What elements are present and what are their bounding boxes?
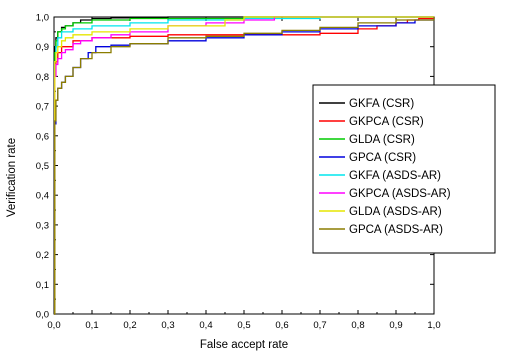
series-line-6 [54,16,434,315]
series-group [54,16,435,315]
x-tick-label: 0,9 [389,320,402,331]
series-line-7 [54,17,435,315]
x-tick-label: 0,8 [351,320,364,331]
x-tick-label: 0,0 [47,320,60,331]
x-tick-label: 0,5 [237,320,250,331]
x-tick-label: 0,2 [123,320,136,331]
x-tick-label: 0,4 [199,320,212,331]
y-tick-label: 0,5 [36,161,49,172]
y-tick-label: 0,1 [36,280,49,291]
y-tick-label: 0,9 [36,42,49,53]
y-tick-label: 0,7 [36,102,49,113]
x-axis-title: False accept rate [200,339,288,351]
y-tick-label: 0,3 [36,220,49,231]
legend-box [312,84,496,254]
y-tick-label: 1,0 [36,13,49,24]
legend-label: GPCA (ASDS-AR) [349,224,443,236]
x-tick-label: 1,0 [427,320,440,331]
x-tick-label: 0,1 [85,320,98,331]
series-line-5 [54,16,434,315]
legend-label: GKPCA (ASDS-AR) [349,188,451,200]
legend-label: GKFA (CSR) [349,98,414,110]
legend: GKFA (CSR) GKPCA (CSR) GLDA (CSR) GPCA (CSR… [312,84,496,254]
x-tick-label: 0,3 [161,320,174,331]
y-tick-label: 0,4 [36,191,49,202]
legend-label: GLDA (ASDS-AR) [349,206,442,218]
y-tick-label: 0,0 [36,310,49,321]
legend-label: GKPCA (CSR) [349,116,424,128]
legend-label: GLDA (CSR) [349,134,415,146]
y-tick-label: 0,2 [36,250,49,261]
y-tick-label: 0,8 [36,72,49,83]
x-tick-label: 0,7 [313,320,326,331]
legend-label: GPCA (CSR) [349,152,416,164]
legend-label: GKFA (ASDS-AR) [349,170,441,182]
x-tick-label: 0,6 [275,320,288,331]
y-axis-title: Verification rate [6,138,18,217]
y-tick-label: 0,6 [36,131,49,142]
